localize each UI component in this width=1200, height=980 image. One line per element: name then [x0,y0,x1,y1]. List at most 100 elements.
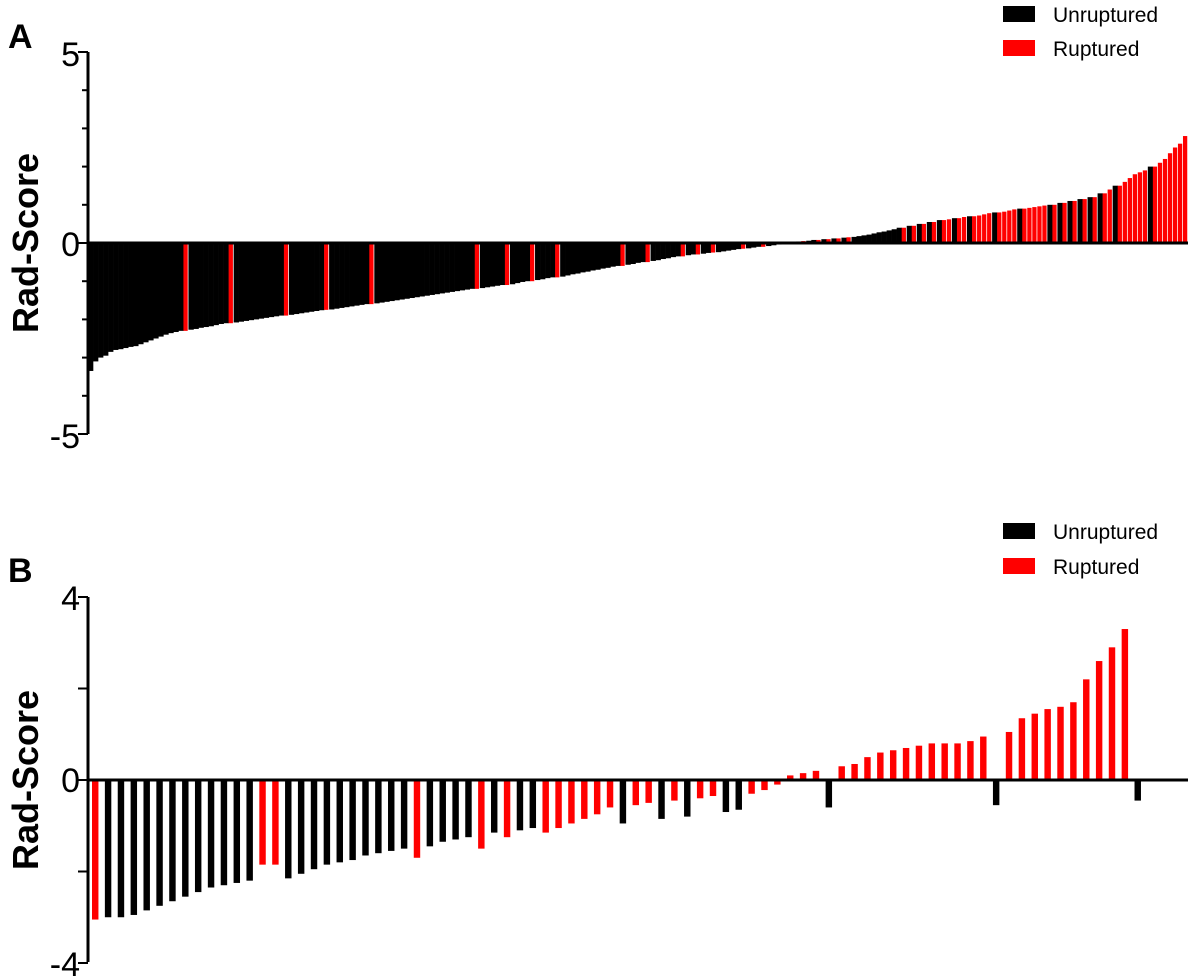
bar-unruptured [329,243,335,310]
panel-b-legend-label-unruptured: Unruptured [1053,521,1158,544]
bar-ruptured [620,243,625,266]
bar-unruptured [424,243,430,296]
bar-ruptured [1182,136,1188,243]
bar-unruptured [156,780,163,906]
bar-ruptured [1122,181,1127,243]
bar-unruptured [273,243,280,317]
panel-b-y-tick-minus-4: -4 [50,946,80,980]
bar-ruptured [259,780,266,865]
bar-ruptured [1095,661,1103,780]
bar-unruptured [198,243,204,328]
bar-unruptured [735,780,742,810]
bar-unruptured [303,243,310,313]
bar-unruptured [169,780,176,902]
bar-unruptured [660,243,666,260]
bar-ruptured [503,780,511,838]
bar-ruptured [774,780,781,785]
bar-unruptured [465,780,472,838]
panel-a-legend-label-ruptured: Ruptured [1053,38,1139,61]
bar-ruptured [1121,629,1129,780]
bar-unruptured [404,243,410,299]
bar-ruptured [1167,153,1173,243]
bar-ruptured [606,780,614,808]
bar-ruptured [1012,209,1017,243]
bar-ruptured [283,243,289,316]
bar-ruptured [1057,706,1064,780]
bar-unruptured [665,243,671,259]
bar-unruptured [182,780,189,897]
bar-ruptured [632,780,639,806]
bar-unruptured [469,243,476,289]
bar-ruptured [645,243,650,263]
bar-ruptured [593,780,601,815]
bar-ruptured [695,243,701,255]
bar-unruptured [93,243,99,362]
bar-unruptured [243,243,250,321]
bar-ruptured [568,780,575,824]
bar-ruptured [911,225,917,243]
bar-unruptured [203,243,209,328]
bar-unruptured [540,243,546,280]
bar-ruptured [836,238,841,243]
bar-unruptured [841,237,847,243]
bar-unruptured [268,243,275,318]
bar-ruptured [846,237,851,243]
panel-b-letter: B [8,552,33,590]
bar-unruptured [640,243,646,263]
bar-ruptured [228,243,233,324]
bar-ruptured [982,214,987,243]
bar-unruptured [336,780,343,863]
bar-unruptured [310,780,318,870]
bar-unruptured [123,243,129,349]
bar-unruptured [825,780,833,808]
bar-ruptured [542,780,549,833]
bar-unruptured [452,780,459,840]
bar-ruptured [980,736,987,780]
bar-ruptured [1032,207,1037,243]
bar-ruptured [851,763,858,780]
bar-ruptured [474,243,480,289]
bar-unruptured [238,243,244,322]
bar-unruptured [130,780,138,915]
bar-unruptured [297,780,305,874]
bar-unruptured [163,243,169,335]
bar-unruptured [194,780,202,893]
panel-b-legend: Unruptured Ruptured [1003,521,1158,579]
bar-ruptured [1092,197,1097,243]
bar-unruptured [479,243,486,289]
bar-unruptured [374,243,380,304]
bar-ruptured [799,773,807,780]
bar-unruptured [650,243,656,261]
bar-unruptured [635,243,641,263]
bar-unruptured [625,243,631,265]
bar-ruptured [954,743,961,780]
bar-unruptured [113,243,119,350]
bar-ruptured [1102,193,1107,243]
bar-unruptured [489,243,496,287]
bar-unruptured [580,243,586,273]
bar-unruptured [524,243,531,282]
bar-ruptured [1052,204,1057,243]
bar-unruptured [992,780,1000,806]
bar-ruptured [504,243,510,286]
bar-unruptured [143,243,149,343]
bar-unruptured [585,243,591,272]
bar-unruptured [992,212,998,243]
panel-b-legend-label-ruptured: Ruptured [1053,556,1139,579]
bar-unruptured [375,780,382,854]
bar-ruptured [1022,208,1027,243]
bar-unruptured [143,780,150,911]
bar-ruptured [1062,202,1067,243]
panel-a-y-tick-0: 0 [61,226,80,264]
bar-unruptured [118,243,124,350]
bar-unruptured [690,243,697,255]
bar-unruptured [319,243,325,311]
bar-unruptured [1047,204,1053,243]
bar-unruptured [314,243,320,311]
bar-ruptured [1027,207,1032,243]
bar-unruptured [349,780,356,861]
bar-ruptured [941,220,947,243]
bar-unruptured [685,243,692,256]
bar-unruptured [207,780,215,888]
bar-unruptured [575,243,581,274]
